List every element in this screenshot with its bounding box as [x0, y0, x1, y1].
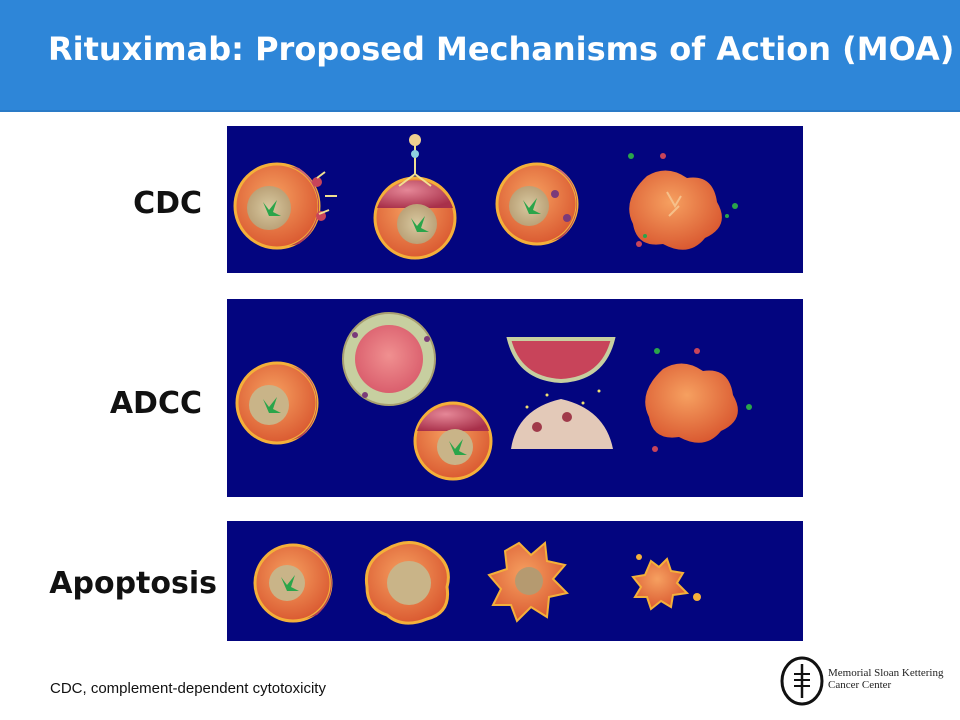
apoptosis-illustration	[253, 541, 701, 625]
b-cell-icon	[235, 361, 319, 445]
b-cell-icon	[253, 543, 333, 623]
cdc-panel	[227, 126, 803, 273]
lysed-cell-icon	[645, 348, 752, 452]
complement-cell-icon	[373, 134, 457, 260]
row-label-adcc: ADCC	[109, 386, 202, 421]
adcc-panel	[227, 299, 803, 497]
apoptosis-panel	[227, 521, 803, 641]
shrinking-cell-icon	[364, 541, 450, 625]
b-cell-icon	[233, 162, 337, 250]
lysed-cell-icon	[628, 153, 738, 250]
blebbing-cell-icon	[487, 541, 569, 623]
logo-line-2: Cancer Center	[828, 679, 892, 691]
apoptotic-body-icon	[631, 554, 701, 611]
msk-logo-icon	[780, 656, 824, 706]
row-label-cdc: CDC	[133, 186, 202, 221]
adcc-illustration	[235, 312, 752, 481]
damaged-cell-icon	[495, 162, 579, 246]
title-bar: Rituximab: Proposed Mechanisms of Action…	[0, 0, 960, 112]
footnote: CDC, complement-dependent cytotoxicity	[50, 680, 326, 697]
logo-line-1: Memorial Sloan Kettering	[828, 667, 944, 679]
antibody-target-cell-icon	[413, 401, 493, 481]
nk-cell-icon	[342, 312, 436, 406]
row-label-apoptosis: Apoptosis	[49, 566, 217, 601]
slide-title: Rituximab: Proposed Mechanisms of Action…	[48, 30, 955, 68]
msk-logo: Memorial Sloan Kettering Cancer Center	[780, 656, 950, 706]
immune-synapse-icon	[506, 337, 616, 449]
cdc-illustration	[233, 134, 738, 260]
